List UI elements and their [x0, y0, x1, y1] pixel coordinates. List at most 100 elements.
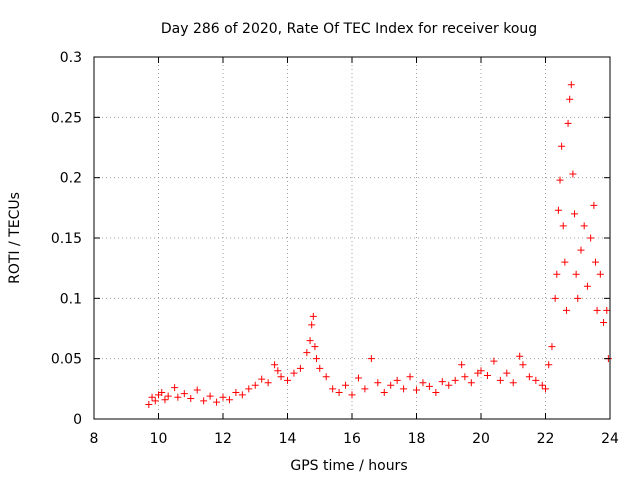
data-point — [308, 321, 316, 329]
data-point — [603, 306, 611, 314]
data-point — [577, 246, 585, 254]
data-point — [445, 381, 453, 389]
data-point — [571, 210, 579, 218]
data-point — [187, 394, 195, 402]
data-point — [161, 396, 169, 404]
data-point — [258, 375, 266, 383]
data-point — [587, 234, 595, 242]
data-point — [151, 397, 159, 405]
data-point — [572, 270, 580, 278]
data-point — [145, 401, 153, 409]
data-point — [174, 393, 182, 401]
data-point — [361, 385, 369, 393]
data-point — [566, 95, 574, 103]
y-tick-label: 0.2 — [60, 171, 82, 187]
data-point — [532, 376, 540, 384]
data-point — [525, 373, 533, 381]
data-point — [264, 379, 272, 387]
data-point — [406, 373, 414, 381]
data-point — [451, 376, 459, 384]
data-point — [580, 222, 588, 230]
data-point — [284, 376, 291, 384]
data-point — [542, 385, 549, 393]
data-point — [516, 352, 524, 360]
data-point — [367, 355, 375, 363]
data-point — [354, 374, 362, 382]
data-point — [193, 386, 201, 394]
x-tick-label: 18 — [408, 431, 426, 447]
data-point — [309, 312, 317, 320]
data-point — [271, 361, 279, 369]
data-point — [200, 397, 208, 405]
axis-ticks: 8 10 12 14 16 18 20 22 24 0 0.05 0.1 0.15 0.2 0.25 0.3 — [51, 50, 619, 447]
data-point — [503, 369, 511, 377]
data-point — [306, 337, 314, 345]
x-tick-label: 16 — [343, 431, 361, 447]
data-point — [313, 355, 321, 363]
data-point — [583, 282, 591, 290]
data-point — [496, 376, 504, 384]
data-point — [303, 349, 311, 357]
data-point — [554, 206, 562, 214]
data-point — [329, 385, 337, 393]
data-point — [232, 388, 240, 396]
data-point — [432, 388, 440, 396]
x-tick-label: 10 — [150, 431, 168, 447]
data-point — [148, 393, 156, 401]
data-point — [180, 390, 188, 398]
data-point — [213, 398, 221, 406]
x-tick-label: 20 — [472, 431, 490, 447]
data-point — [245, 385, 253, 393]
grid — [94, 57, 610, 419]
x-tick-label: 24 — [601, 431, 619, 447]
data-point — [322, 373, 330, 381]
data-point — [600, 318, 608, 326]
data-point — [483, 372, 491, 380]
y-tick-label: 0.25 — [51, 110, 82, 126]
data-point — [380, 388, 388, 396]
data-points — [145, 81, 612, 409]
data-point — [509, 379, 517, 387]
data-point — [591, 258, 599, 266]
x-tick-label: 12 — [214, 431, 232, 447]
data-point — [553, 270, 561, 278]
data-point — [400, 385, 408, 393]
data-point — [311, 343, 319, 351]
data-point — [425, 382, 433, 390]
data-point — [158, 388, 166, 396]
data-point — [413, 386, 420, 394]
data-point — [556, 176, 564, 184]
data-point — [296, 364, 304, 372]
y-tick-label: 0 — [73, 412, 82, 428]
y-tick-label: 0.3 — [60, 50, 82, 66]
data-point — [590, 201, 598, 209]
data-point — [596, 270, 604, 278]
data-point — [545, 361, 553, 369]
data-point — [225, 396, 233, 404]
data-point — [316, 364, 324, 372]
data-point — [461, 373, 469, 381]
data-point — [562, 306, 570, 314]
data-point — [567, 81, 575, 89]
data-point — [559, 222, 567, 230]
data-point — [490, 357, 498, 365]
data-point — [419, 379, 427, 387]
data-point — [477, 367, 485, 375]
data-point — [393, 376, 401, 384]
data-point — [348, 391, 356, 399]
x-tick-label: 22 — [537, 431, 555, 447]
data-point — [458, 361, 466, 369]
data-point — [164, 392, 172, 400]
data-point — [561, 258, 569, 266]
data-point — [219, 393, 227, 401]
y-axis-label: ROTI / TECUs — [7, 192, 23, 284]
data-point — [548, 343, 556, 351]
data-point — [538, 381, 546, 389]
y-tick-label: 0.1 — [60, 291, 82, 307]
data-point — [277, 373, 285, 381]
data-point — [438, 378, 446, 386]
data-point — [387, 381, 395, 389]
data-point — [564, 119, 572, 127]
data-point — [467, 379, 475, 387]
